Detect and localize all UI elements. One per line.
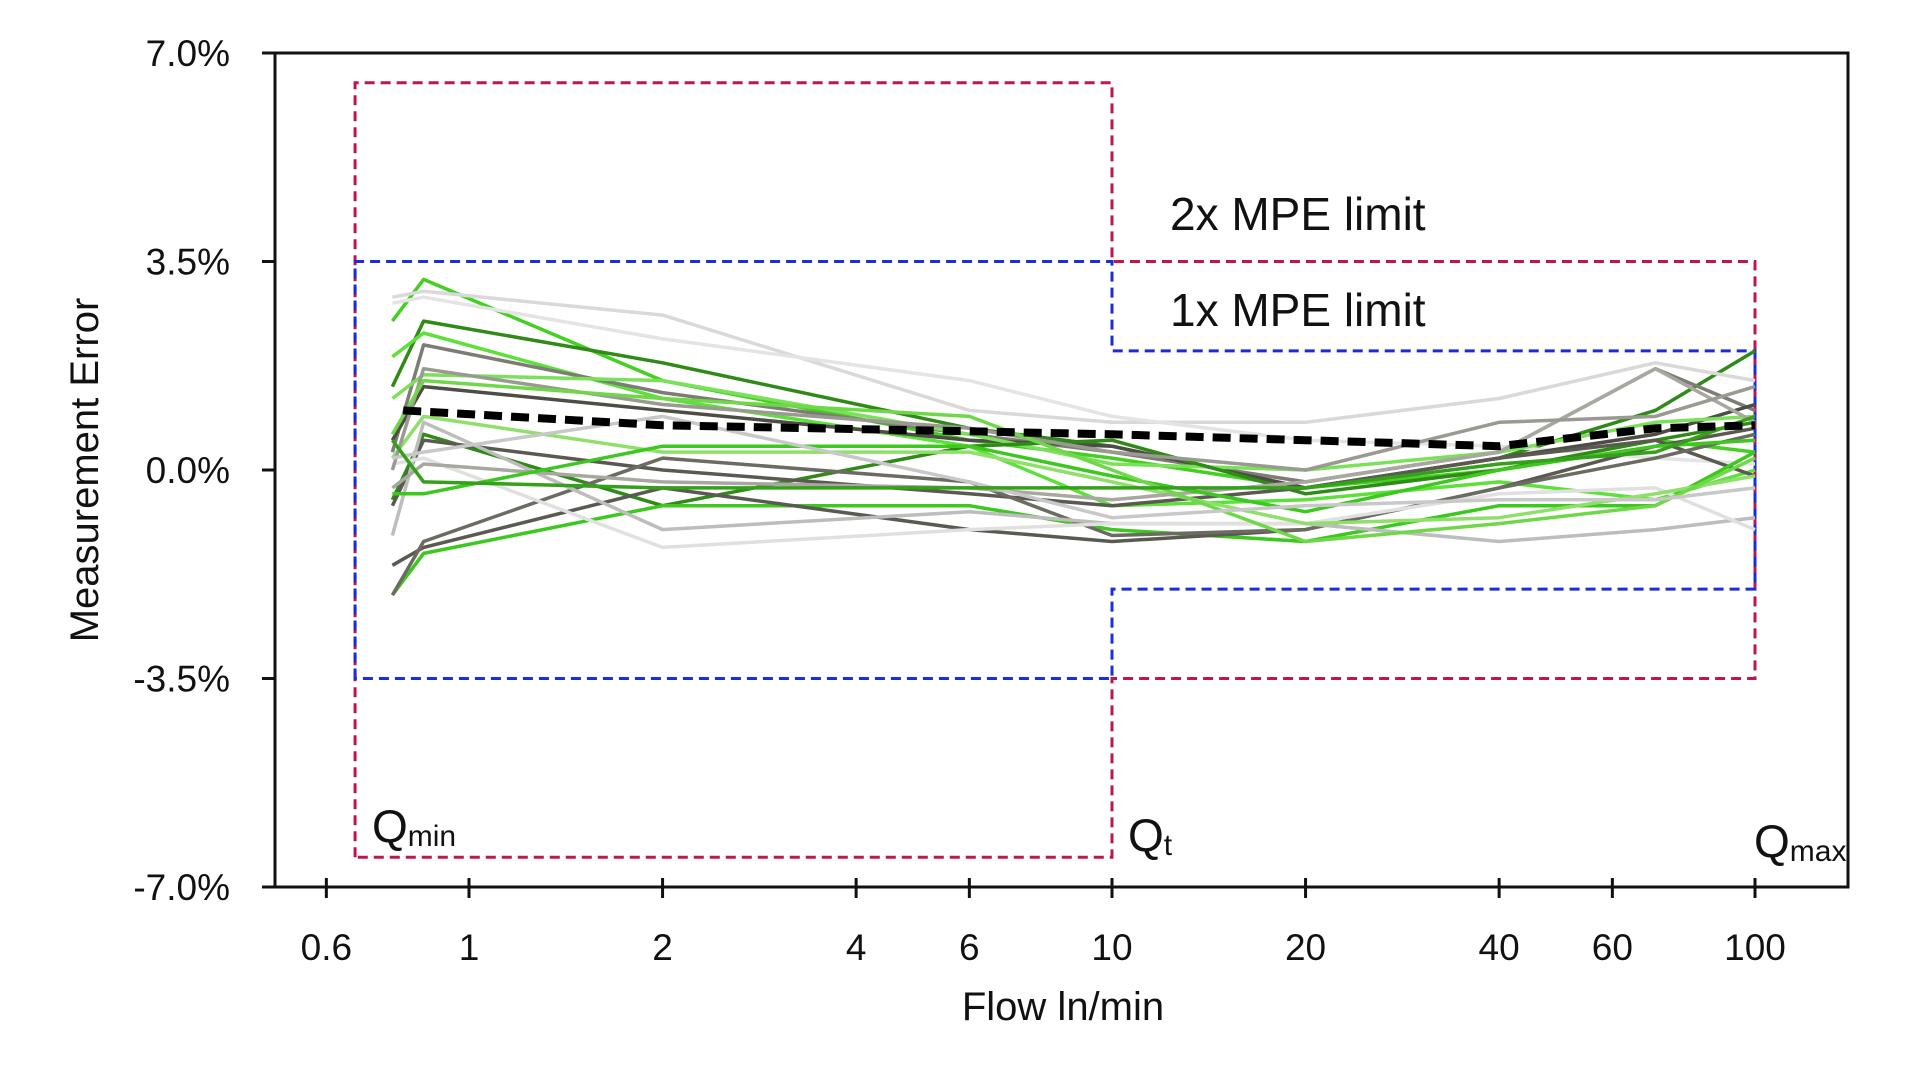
series-line-10 bbox=[390, 438, 1756, 508]
annotation-qmin: Qmin bbox=[372, 800, 456, 853]
y-tick-label: 0.0% bbox=[146, 450, 230, 491]
series-line-13 bbox=[390, 432, 1756, 596]
series-line-22 bbox=[390, 414, 1756, 490]
mean-line-group bbox=[402, 406, 1756, 451]
qmin-sub: min bbox=[408, 820, 456, 853]
x-axis: 0.6 1 2 4 6 10 20 40 60 100 bbox=[301, 878, 1786, 968]
annotation-qt: Qt bbox=[1128, 809, 1173, 862]
x-tick-label: 20 bbox=[1285, 927, 1326, 968]
x-tick-label: 6 bbox=[959, 927, 980, 968]
y-tick-label: 7.0% bbox=[146, 33, 230, 74]
y-tick-label: -7.0% bbox=[133, 867, 230, 908]
x-tick-label: 40 bbox=[1479, 927, 1520, 968]
annotation-2x-mpe: 2x MPE limit bbox=[1170, 188, 1426, 240]
y-axis-label: Measurement Error bbox=[63, 298, 107, 643]
x-axis-label: Flow ln/min bbox=[962, 985, 1164, 1029]
y-axis: 7.0% 3.5% 0.0% -3.5% -7.0% bbox=[133, 33, 275, 908]
series-line-15 bbox=[392, 456, 1756, 550]
annotation-1x-mpe: 1x MPE limit bbox=[1170, 284, 1426, 336]
x-tick-label: 0.6 bbox=[301, 927, 352, 968]
x-tick-label: 1 bbox=[459, 927, 480, 968]
series-line-7 bbox=[390, 384, 1756, 490]
series-line-20 bbox=[390, 378, 1756, 544]
qt-main: Q bbox=[1128, 809, 1164, 861]
series-line-17 bbox=[391, 366, 1756, 502]
series-line-21 bbox=[392, 414, 1756, 520]
x-tick-label: 10 bbox=[1091, 927, 1132, 968]
qmax-sub: max bbox=[1790, 835, 1847, 868]
series-line-19 bbox=[390, 366, 1756, 472]
series-line-11 bbox=[390, 450, 1756, 597]
qt-sub: t bbox=[1164, 829, 1173, 862]
qmax-main: Q bbox=[1754, 815, 1790, 867]
x-tick-label: 2 bbox=[652, 927, 673, 968]
mpe-2x-limit-line bbox=[353, 81, 1757, 859]
mpe-1x-limit-line bbox=[353, 260, 1757, 680]
series-line-18 bbox=[392, 438, 1756, 514]
mpe-limits bbox=[353, 81, 1757, 859]
annotation-qmax: Qmax bbox=[1754, 815, 1846, 868]
y-tick-label: 3.5% bbox=[146, 242, 230, 283]
series-line-12 bbox=[391, 426, 1756, 567]
x-tick-label: 100 bbox=[1724, 927, 1786, 968]
x-tick-label: 4 bbox=[846, 927, 867, 968]
series-line-16 bbox=[390, 414, 1756, 526]
series-lines bbox=[390, 277, 1756, 597]
y-tick-label: -3.5% bbox=[133, 659, 230, 700]
x-tick-label: 60 bbox=[1592, 927, 1633, 968]
mean-line bbox=[402, 406, 1756, 451]
series-line-4 bbox=[392, 289, 1756, 425]
qmin-main: Q bbox=[372, 800, 408, 852]
